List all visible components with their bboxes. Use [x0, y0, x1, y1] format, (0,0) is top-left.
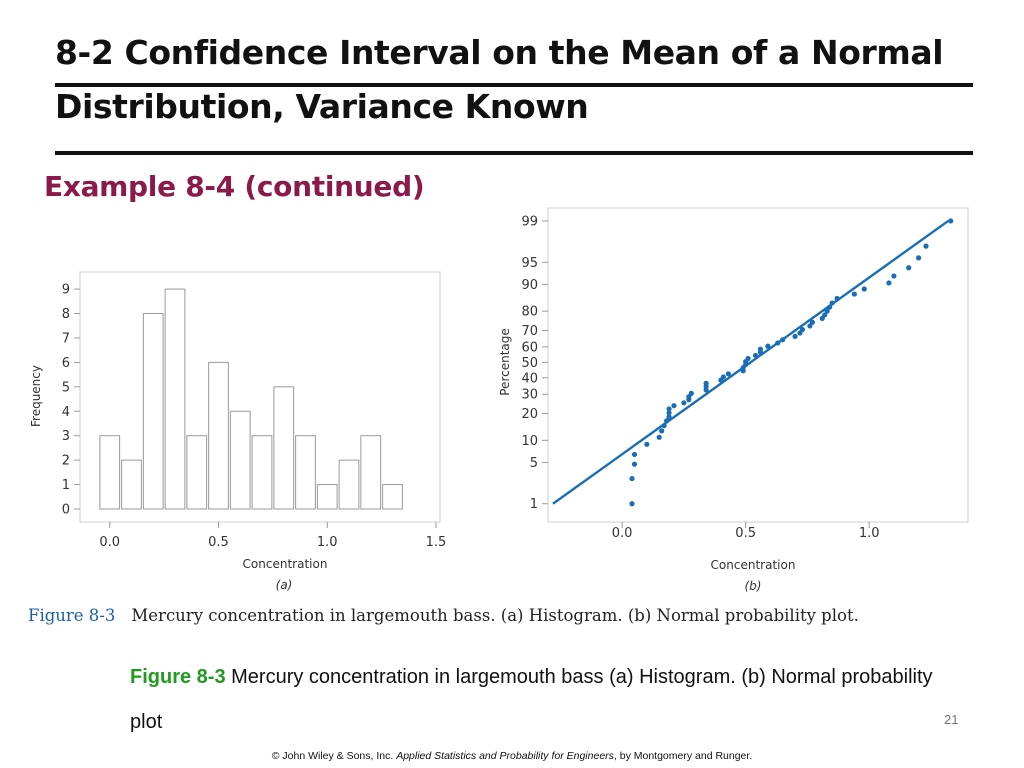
histogram-y-tick-label: 1 — [62, 478, 70, 493]
histogram-x-tick-label: 1.0 — [317, 535, 338, 550]
histogram-y-tick-label: 8 — [62, 307, 70, 322]
footer-prefix: © John Wiley & Sons, Inc. — [271, 750, 397, 762]
histogram-bar — [186, 435, 208, 510]
histogram-y-tick-label: 3 — [62, 429, 70, 444]
slide-caption: Figure 8-3 Mercury concentration in larg… — [130, 655, 960, 745]
histogram-bar — [142, 313, 164, 510]
slide-caption-text: Mercury concentration in largemouth bass… — [130, 666, 933, 733]
histogram-frame — [79, 271, 441, 523]
figure-caption-text: Mercury concentration in largemouth bass… — [131, 606, 859, 625]
slide-subtitle: Example 8-4 (continued) — [44, 170, 425, 203]
histogram-bar — [338, 459, 360, 510]
page-number: 21 — [944, 712, 959, 727]
histogram-x-tick-label: 1.5 — [426, 535, 447, 550]
histogram-bar — [121, 459, 142, 510]
histogram-y-tick-label: 7 — [62, 331, 70, 346]
figure-caption: Figure 8-3 Mercury concentration in large… — [28, 606, 859, 625]
histogram-bar — [164, 288, 186, 510]
histogram-y-tick-label: 0 — [62, 503, 70, 518]
histogram-bar — [208, 361, 229, 510]
histogram-bar — [229, 410, 251, 510]
histogram-bar — [382, 484, 403, 510]
copyright-footer: © John Wiley & Sons, Inc. Applied Statis… — [0, 750, 1024, 762]
histogram-panel-label: (a) — [276, 578, 293, 592]
histogram-bar — [295, 435, 316, 510]
histogram-x-tick-label: 0.5 — [208, 535, 229, 550]
footer-book-title: Applied Statistics and Probability for E… — [396, 750, 614, 762]
histogram-bar — [316, 484, 338, 510]
histogram-bar — [251, 435, 273, 510]
histogram-y-tick-label: 6 — [62, 356, 70, 371]
figure-caption-label: Figure 8-3 — [28, 606, 116, 625]
slide-title: 8-2 Confidence Interval on the Mean of a… — [55, 33, 944, 126]
histogram-bar — [360, 435, 382, 510]
histogram-y-tick-label: 4 — [62, 405, 70, 420]
histogram-y-axis-label: Frequency — [29, 365, 43, 427]
histogram-y-tick-label: 9 — [62, 283, 70, 298]
histogram-y-tick-label: 2 — [62, 454, 70, 469]
histogram-bar — [99, 435, 121, 510]
histogram-x-axis-label: Concentration — [243, 557, 328, 571]
histogram-bar — [273, 386, 295, 510]
title-rule-top — [55, 83, 973, 87]
slide-caption-label: Figure 8-3 — [130, 666, 226, 688]
histogram-x-tick-label: 0.0 — [99, 535, 120, 550]
histogram-y-tick-label: 5 — [62, 380, 70, 395]
title-rule-bottom — [55, 151, 973, 155]
footer-suffix: , by Montgomery and Runger. — [613, 750, 753, 762]
